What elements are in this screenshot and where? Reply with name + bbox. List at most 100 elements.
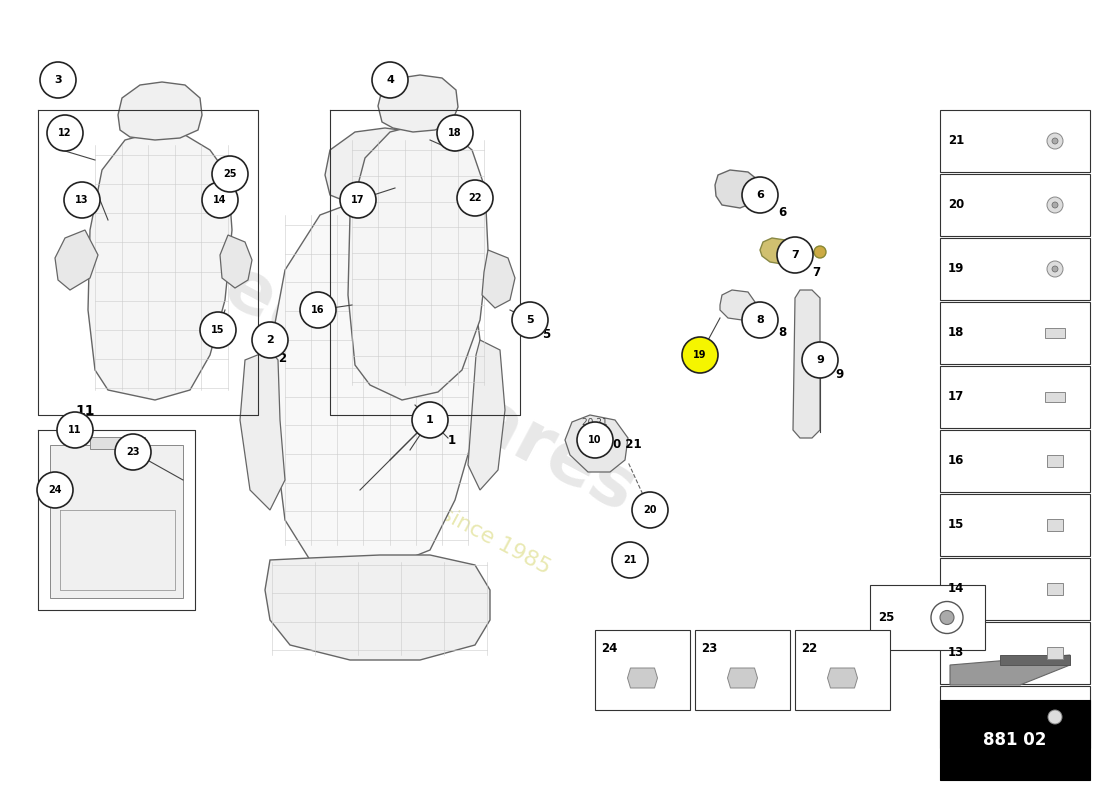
Bar bbox=[940, 494, 1090, 556]
Circle shape bbox=[64, 182, 100, 218]
Bar bbox=[940, 686, 1090, 748]
Text: 7: 7 bbox=[812, 266, 821, 278]
Text: 24: 24 bbox=[601, 642, 617, 655]
Text: 22: 22 bbox=[801, 642, 817, 655]
Text: 18: 18 bbox=[948, 326, 965, 339]
Circle shape bbox=[202, 182, 238, 218]
Text: 11: 11 bbox=[75, 404, 95, 418]
Text: 20: 20 bbox=[644, 505, 657, 515]
Circle shape bbox=[1047, 261, 1063, 277]
Circle shape bbox=[437, 115, 473, 151]
Polygon shape bbox=[482, 250, 515, 308]
Text: 19: 19 bbox=[948, 262, 965, 275]
Text: 14: 14 bbox=[213, 195, 227, 205]
Polygon shape bbox=[1047, 583, 1063, 595]
Polygon shape bbox=[240, 350, 285, 510]
Text: 12: 12 bbox=[58, 128, 72, 138]
Polygon shape bbox=[468, 340, 505, 490]
Text: 9: 9 bbox=[816, 355, 824, 365]
Circle shape bbox=[802, 342, 838, 378]
Bar bbox=[940, 700, 1090, 780]
Text: 22: 22 bbox=[469, 193, 482, 203]
Bar bbox=[940, 366, 1090, 428]
Circle shape bbox=[212, 156, 248, 192]
Circle shape bbox=[57, 412, 94, 448]
Text: 12: 12 bbox=[948, 710, 965, 723]
Circle shape bbox=[777, 237, 813, 273]
Circle shape bbox=[1052, 138, 1058, 144]
Bar bbox=[940, 302, 1090, 364]
Text: 5: 5 bbox=[542, 329, 550, 342]
Bar bbox=[940, 174, 1090, 236]
Text: 18: 18 bbox=[448, 128, 462, 138]
Circle shape bbox=[116, 434, 151, 470]
Text: 24: 24 bbox=[48, 485, 62, 495]
Text: 13: 13 bbox=[75, 195, 89, 205]
Circle shape bbox=[300, 292, 336, 328]
Text: 17: 17 bbox=[351, 195, 365, 205]
Polygon shape bbox=[378, 75, 458, 132]
Circle shape bbox=[1052, 266, 1058, 272]
Polygon shape bbox=[727, 668, 758, 688]
Text: 8: 8 bbox=[756, 315, 763, 325]
Circle shape bbox=[40, 62, 76, 98]
Text: 4: 4 bbox=[390, 84, 399, 98]
Polygon shape bbox=[50, 445, 183, 598]
Circle shape bbox=[742, 302, 778, 338]
Text: a passion for parts since 1985: a passion for parts since 1985 bbox=[246, 402, 553, 578]
Circle shape bbox=[1048, 710, 1062, 724]
Text: 21: 21 bbox=[624, 555, 637, 565]
Polygon shape bbox=[715, 170, 760, 208]
Text: 16: 16 bbox=[948, 454, 965, 467]
Polygon shape bbox=[270, 200, 480, 570]
Text: 6: 6 bbox=[778, 206, 786, 218]
Text: 20 21: 20 21 bbox=[605, 438, 641, 451]
Polygon shape bbox=[55, 230, 98, 290]
Circle shape bbox=[682, 337, 718, 373]
Text: 19: 19 bbox=[693, 350, 706, 360]
Text: 1: 1 bbox=[426, 415, 433, 425]
Text: 11: 11 bbox=[68, 425, 81, 435]
Circle shape bbox=[372, 62, 408, 98]
Text: 1: 1 bbox=[448, 434, 456, 446]
Bar bbox=[1045, 392, 1065, 402]
Polygon shape bbox=[627, 668, 658, 688]
Circle shape bbox=[1047, 197, 1063, 213]
Text: 25: 25 bbox=[223, 169, 236, 179]
Text: 4: 4 bbox=[386, 75, 394, 85]
Text: eurospares: eurospares bbox=[212, 252, 648, 528]
Circle shape bbox=[1052, 202, 1058, 208]
Bar bbox=[940, 110, 1090, 172]
Circle shape bbox=[412, 402, 448, 438]
Polygon shape bbox=[1047, 455, 1063, 467]
Bar bbox=[870, 585, 984, 650]
Circle shape bbox=[252, 322, 288, 358]
Circle shape bbox=[340, 182, 376, 218]
Text: 3: 3 bbox=[58, 84, 67, 98]
Circle shape bbox=[814, 246, 826, 258]
Polygon shape bbox=[220, 235, 252, 288]
Polygon shape bbox=[950, 655, 1070, 685]
Text: 21: 21 bbox=[948, 134, 965, 147]
Text: 25: 25 bbox=[878, 611, 894, 624]
Polygon shape bbox=[88, 132, 232, 400]
Polygon shape bbox=[827, 668, 858, 688]
Circle shape bbox=[47, 115, 82, 151]
Text: 15: 15 bbox=[211, 325, 224, 335]
Circle shape bbox=[200, 312, 236, 348]
Text: 23: 23 bbox=[126, 447, 140, 457]
Text: 16: 16 bbox=[311, 305, 324, 315]
Bar bbox=[940, 430, 1090, 492]
Text: 10: 10 bbox=[588, 435, 602, 445]
Text: 3: 3 bbox=[54, 75, 62, 85]
Text: 20 21: 20 21 bbox=[582, 418, 608, 427]
Text: 8: 8 bbox=[778, 326, 786, 338]
Circle shape bbox=[742, 177, 778, 213]
Circle shape bbox=[578, 422, 613, 458]
Circle shape bbox=[940, 610, 954, 625]
Text: 20: 20 bbox=[948, 198, 965, 211]
Text: 5: 5 bbox=[526, 315, 534, 325]
Polygon shape bbox=[793, 290, 820, 438]
Text: 13: 13 bbox=[948, 646, 965, 659]
Polygon shape bbox=[348, 125, 488, 400]
